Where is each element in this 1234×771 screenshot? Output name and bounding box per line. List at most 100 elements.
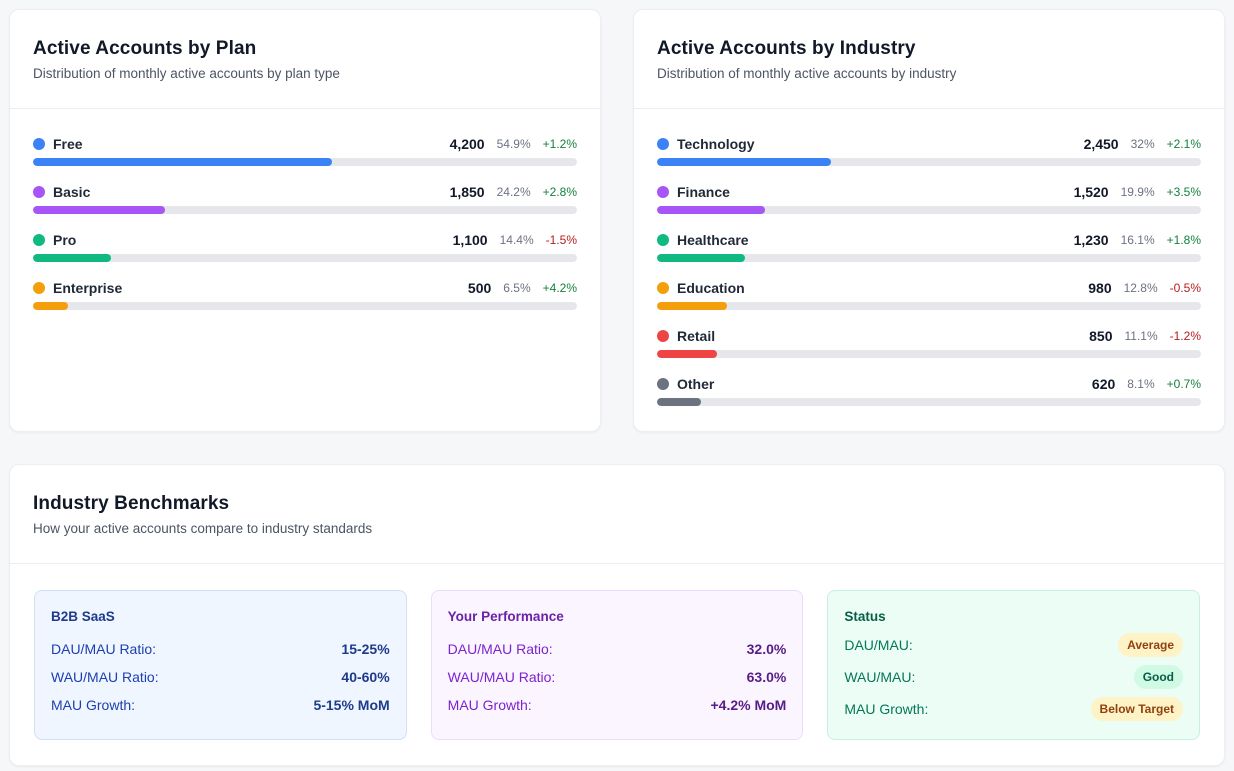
plan-dot — [33, 186, 45, 198]
industry-change: +3.5% — [1166, 185, 1201, 199]
plan-progress-track — [33, 206, 577, 214]
benchmark-label: DAU/MAU Ratio: — [51, 641, 157, 657]
industry-change: +0.7% — [1166, 377, 1201, 391]
industry-value: 850 — [1089, 328, 1113, 344]
plan-list: Free 4,200 54.9% +1.2% Basic 1,850 24.2%… — [10, 109, 600, 327]
plan-row-basic[interactable]: Basic 1,850 24.2% +2.8% — [33, 183, 577, 231]
industry-change: +1.8% — [1166, 233, 1201, 247]
status-badge: Good — [1133, 665, 1184, 689]
benchmark-label: MAU Growth: — [51, 697, 136, 713]
industry-progress-fill — [657, 158, 832, 166]
benchmark-value: 15-25% — [341, 641, 390, 657]
industry-progress-track — [657, 398, 1201, 406]
benchmark-row: WAU/MAU Ratio: 40-60% — [51, 663, 390, 691]
industry-value: 1,520 — [1073, 184, 1109, 200]
benchmarks-card-header: Industry Benchmarks How your active acco… — [10, 465, 1224, 564]
plan-value: 1,100 — [452, 232, 488, 248]
industry-card-subtitle: Distribution of monthly active accounts … — [657, 66, 957, 81]
plan-progress-fill — [33, 302, 69, 310]
plan-percent: 24.2% — [496, 185, 531, 199]
industry-dot — [657, 330, 669, 342]
industry-benchmark-panel: B2B SaaS DAU/MAU Ratio: 15-25% WAU/MAU R… — [34, 590, 407, 740]
plan-change: +1.2% — [542, 137, 577, 151]
performance-value: 63.0% — [746, 669, 787, 685]
benchmark-value: 5-15% MoM — [313, 697, 390, 713]
performance-value: 32.0% — [746, 641, 787, 657]
status-badge: Below Target — [1090, 697, 1184, 721]
benchmarks-grid: B2B SaaS DAU/MAU Ratio: 15-25% WAU/MAU R… — [34, 590, 1201, 740]
industry-progress-fill — [657, 350, 718, 358]
plan-percent: 14.4% — [499, 233, 534, 247]
benchmark-row: DAU/MAU Ratio: 15-25% — [51, 635, 390, 663]
industry-benchmark-title: B2B SaaS — [51, 609, 115, 624]
industry-progress-track — [657, 350, 1201, 358]
industry-progress-fill — [657, 206, 766, 214]
industry-label: Retail — [677, 328, 716, 344]
status-row: WAU/MAU: Good — [844, 661, 1184, 693]
plan-change: -1.5% — [545, 233, 577, 247]
plan-progress-track — [33, 158, 577, 166]
status-label: WAU/MAU: — [844, 669, 916, 685]
industry-row-healthcare[interactable]: Healthcare 1,230 16.1% +1.8% — [657, 231, 1201, 279]
industry-progress-fill — [657, 254, 745, 262]
plan-label: Pro — [53, 232, 77, 248]
performance-row: DAU/MAU Ratio: 32.0% — [448, 635, 787, 663]
plan-row-pro[interactable]: Pro 1,100 14.4% -1.5% — [33, 231, 577, 279]
industry-dot — [657, 138, 669, 150]
performance-row: WAU/MAU Ratio: 63.0% — [448, 663, 787, 691]
industry-label: Education — [677, 280, 745, 296]
industry-row-finance[interactable]: Finance 1,520 19.9% +3.5% — [657, 183, 1201, 231]
plan-card: Active Accounts by Plan Distribution of … — [9, 9, 601, 432]
industry-row-other[interactable]: Other 620 8.1% +0.7% — [657, 375, 1201, 423]
plan-card-title: Active Accounts by Plan — [33, 38, 257, 59]
plan-card-header: Active Accounts by Plan Distribution of … — [10, 10, 600, 109]
industry-change: -1.2% — [1169, 329, 1201, 343]
status-label: MAU Growth: — [844, 701, 929, 717]
industry-percent: 32% — [1130, 137, 1155, 151]
industry-row-retail[interactable]: Retail 850 11.1% -1.2% — [657, 327, 1201, 375]
industry-value: 2,450 — [1083, 136, 1119, 152]
industry-dot — [657, 282, 669, 294]
industry-dot — [657, 378, 669, 390]
performance-panel: Your Performance DAU/MAU Ratio: 32.0% WA… — [430, 590, 804, 740]
industry-label: Finance — [677, 184, 730, 200]
industry-percent: 19.9% — [1120, 185, 1155, 199]
plan-value: 1,850 — [449, 184, 485, 200]
benchmark-row: MAU Growth: 5-15% MoM — [51, 691, 390, 719]
plan-dot — [33, 282, 45, 294]
plan-progress-fill — [33, 158, 332, 166]
plan-change: +2.8% — [542, 185, 577, 199]
plan-value: 4,200 — [449, 136, 485, 152]
industry-percent: 16.1% — [1120, 233, 1155, 247]
plan-dot — [33, 234, 45, 246]
status-badge: Average — [1118, 633, 1184, 657]
industry-card-title: Active Accounts by Industry — [657, 38, 916, 59]
industry-label: Healthcare — [677, 232, 749, 248]
industry-row-education[interactable]: Education 980 12.8% -0.5% — [657, 279, 1201, 327]
plan-row-enterprise[interactable]: Enterprise 500 6.5% +4.2% — [33, 279, 577, 327]
plan-row-free[interactable]: Free 4,200 54.9% +1.2% — [33, 135, 577, 183]
industry-progress-track — [657, 302, 1201, 310]
industry-percent: 12.8% — [1123, 281, 1158, 295]
industry-change: +2.1% — [1166, 137, 1201, 151]
industry-change: -0.5% — [1169, 281, 1201, 295]
status-row: DAU/MAU: Average — [844, 629, 1184, 661]
benchmarks-card: Industry Benchmarks How your active acco… — [9, 464, 1225, 766]
industry-progress-fill — [657, 302, 727, 310]
performance-row: MAU Growth: +4.2% MoM — [448, 691, 787, 719]
industry-label: Other — [677, 376, 715, 392]
performance-label: WAU/MAU Ratio: — [447, 669, 556, 685]
benchmark-label: WAU/MAU Ratio: — [51, 669, 159, 685]
industry-value: 980 — [1088, 280, 1112, 296]
plan-percent: 6.5% — [503, 281, 531, 295]
industry-row-technology[interactable]: Technology 2,450 32% +2.1% — [657, 135, 1201, 183]
industry-dot — [657, 234, 669, 246]
plan-value: 500 — [467, 280, 492, 296]
industry-value: 1,230 — [1073, 232, 1109, 248]
plan-label: Enterprise — [53, 280, 123, 296]
plan-progress-fill — [33, 206, 165, 214]
benchmarks-card-subtitle: How your active accounts compare to indu… — [33, 521, 373, 536]
industry-dot — [657, 186, 669, 198]
plan-card-subtitle: Distribution of monthly active accounts … — [33, 66, 340, 81]
performance-label: MAU Growth: — [447, 697, 532, 713]
